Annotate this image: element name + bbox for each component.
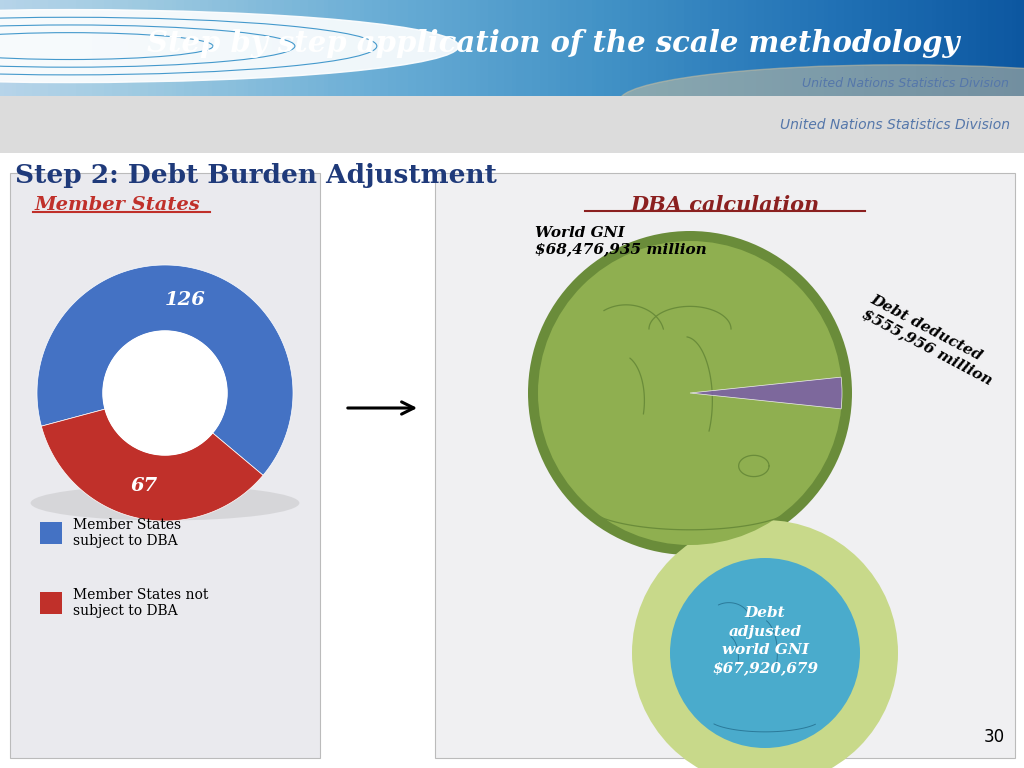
Text: Member States
subject to DBA: Member States subject to DBA (73, 518, 181, 548)
Bar (0, 96, 1024, 153)
Text: 30: 30 (984, 728, 1005, 746)
Ellipse shape (620, 65, 1024, 137)
Bar (10, 173, 319, 758)
Circle shape (632, 520, 898, 768)
Polygon shape (37, 265, 293, 475)
Text: Debt deducted
$555,956 million: Debt deducted $555,956 million (860, 293, 1002, 387)
Circle shape (528, 231, 852, 555)
Bar (40, 592, 62, 614)
Text: Step 2: Debt Burden Adjustment: Step 2: Debt Burden Adjustment (15, 163, 497, 188)
Text: 67: 67 (131, 477, 158, 495)
Text: Debt
adjusted
world GNI
$67,920,679: Debt adjusted world GNI $67,920,679 (712, 607, 818, 676)
Ellipse shape (31, 485, 299, 521)
Text: DBA calculation: DBA calculation (631, 195, 819, 215)
Bar (40, 522, 62, 544)
Text: United Nations Statistics Division: United Nations Statistics Division (802, 78, 1009, 91)
Text: 126: 126 (165, 291, 206, 310)
Text: Member States not
subject to DBA: Member States not subject to DBA (73, 588, 208, 618)
Text: Step by step application of the scale methodology: Step by step application of the scale me… (146, 28, 959, 58)
Circle shape (670, 558, 860, 748)
Text: Member States: Member States (35, 196, 201, 214)
Text: United Nations Statistics Division: United Nations Statistics Division (780, 118, 1010, 132)
Polygon shape (41, 409, 263, 521)
Wedge shape (690, 377, 842, 409)
Circle shape (538, 241, 842, 545)
Circle shape (0, 9, 459, 83)
Bar (435, 173, 1015, 758)
Circle shape (103, 331, 227, 455)
Text: World GNI
$68,476,935 million: World GNI $68,476,935 million (535, 226, 707, 257)
